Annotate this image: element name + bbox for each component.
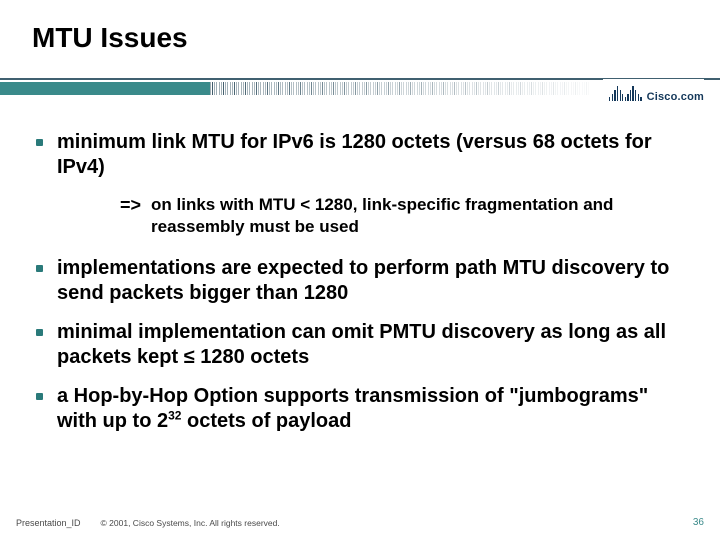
bullet-item: minimal implementation can omit PMTU dis… <box>36 320 684 370</box>
sub-bullet-text: on links with MTU < 1280, link-specific … <box>151 194 684 238</box>
bullet-icon <box>36 265 43 272</box>
bullet-item: a Hop-by-Hop Option supports transmissio… <box>36 384 684 434</box>
bullet-text: implementations are expected to perform … <box>57 256 684 306</box>
presentation-id: Presentation_ID <box>16 518 81 528</box>
cisco-bars-icon <box>609 87 641 105</box>
page-number: 36 <box>693 517 704 528</box>
copyright-text: © 2001, Cisco Systems, Inc. All rights r… <box>101 518 280 528</box>
bullet-item: implementations are expected to perform … <box>36 256 684 306</box>
bullet-text: minimum link MTU for IPv6 is 1280 octets… <box>57 130 684 180</box>
slide-content: minimum link MTU for IPv6 is 1280 octets… <box>36 130 684 448</box>
divider-teal-block <box>0 82 210 95</box>
bullet-icon <box>36 329 43 336</box>
slide-footer: Presentation_ID © 2001, Cisco Systems, I… <box>16 517 704 528</box>
page-title: MTU Issues <box>32 22 188 54</box>
bullet-item: minimum link MTU for IPv6 is 1280 octets… <box>36 130 684 180</box>
bullet-icon <box>36 139 43 146</box>
bullet-icon <box>36 393 43 400</box>
brand-text: Cisco.com <box>647 91 704 105</box>
bullet-text: minimal implementation can omit PMTU dis… <box>57 320 684 370</box>
arrow-icon: => <box>120 194 141 217</box>
brand-logo: Cisco.com <box>603 79 704 105</box>
sub-bullet-item: => on links with MTU < 1280, link-specifi… <box>120 194 684 238</box>
bullet-text: a Hop-by-Hop Option supports transmissio… <box>57 384 684 434</box>
divider-gradient <box>210 82 590 95</box>
